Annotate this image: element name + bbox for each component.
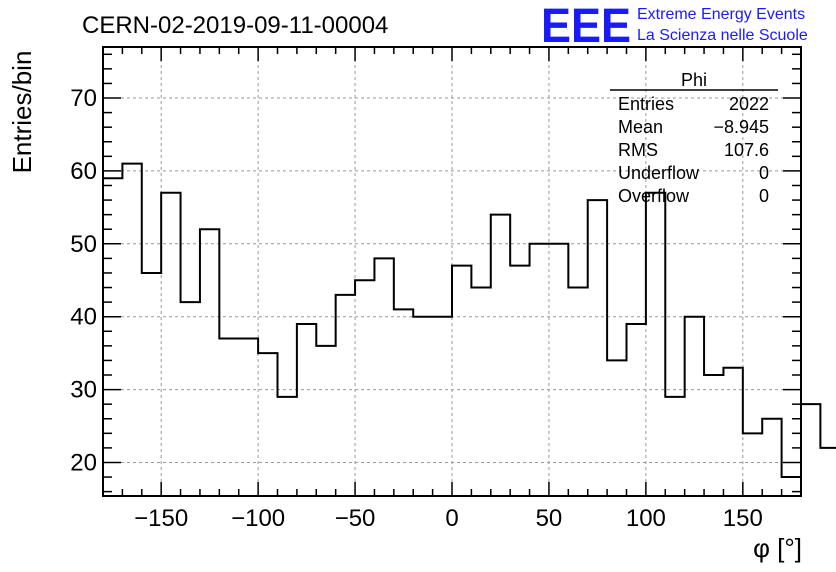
x-tick-label: 0 [445, 505, 458, 532]
stats-row-value: 0 [759, 186, 769, 206]
stats-row-value: 0 [759, 163, 769, 183]
histogram-series [103, 162, 836, 479]
y-tick-label: 40 [70, 304, 97, 331]
stats-row-label: Overflow [618, 186, 690, 206]
x-tick-label: 150 [723, 505, 763, 532]
x-axis-title: φ [°] [753, 533, 802, 563]
y-tick-label: 50 [70, 231, 97, 258]
x-tick-labels: −150 −100 −50 0 50 100 150 [134, 505, 763, 532]
y-tick-label: 70 [70, 85, 97, 112]
eee-logo-mark: EEE [541, 0, 631, 53]
stats-box: Phi Entries 2022 Mean −8.945 RMS 107.6 Underfl… [610, 70, 778, 206]
axis-ticks [102, 47, 802, 496]
x-tick-label: 100 [626, 505, 666, 532]
stats-row-label: Underflow [618, 163, 700, 183]
logo-line-2: La Scienza nelle Scuole [637, 27, 808, 44]
run-title: CERN-02-2019-09-11-00004 [82, 12, 388, 39]
stats-row-label: RMS [618, 140, 658, 160]
x-tick-label: −150 [134, 505, 188, 532]
stats-rows: Entries 2022 Mean −8.945 RMS 107.6 Underflow 0 O… [618, 94, 769, 206]
logo-line-1: Extreme Energy Events [637, 6, 805, 23]
x-tick-label: 50 [536, 505, 563, 532]
stats-row-value: 2022 [729, 94, 769, 114]
stats-title: Phi [681, 70, 707, 90]
y-tick-label: 30 [70, 377, 97, 404]
stats-row-label: Entries [618, 94, 674, 114]
stats-row-value: 107.6 [724, 140, 769, 160]
x-tick-label: −100 [231, 505, 285, 532]
y-tick-label: 60 [70, 158, 97, 185]
y-axis-title: Entries/bin [7, 51, 37, 174]
y-tick-label: 20 [70, 449, 97, 476]
stats-row-label: Mean [618, 117, 663, 137]
stats-row-value: −8.945 [713, 117, 769, 137]
y-tick-labels: 20 30 40 50 60 70 [70, 85, 97, 476]
x-tick-label: −50 [335, 505, 376, 532]
